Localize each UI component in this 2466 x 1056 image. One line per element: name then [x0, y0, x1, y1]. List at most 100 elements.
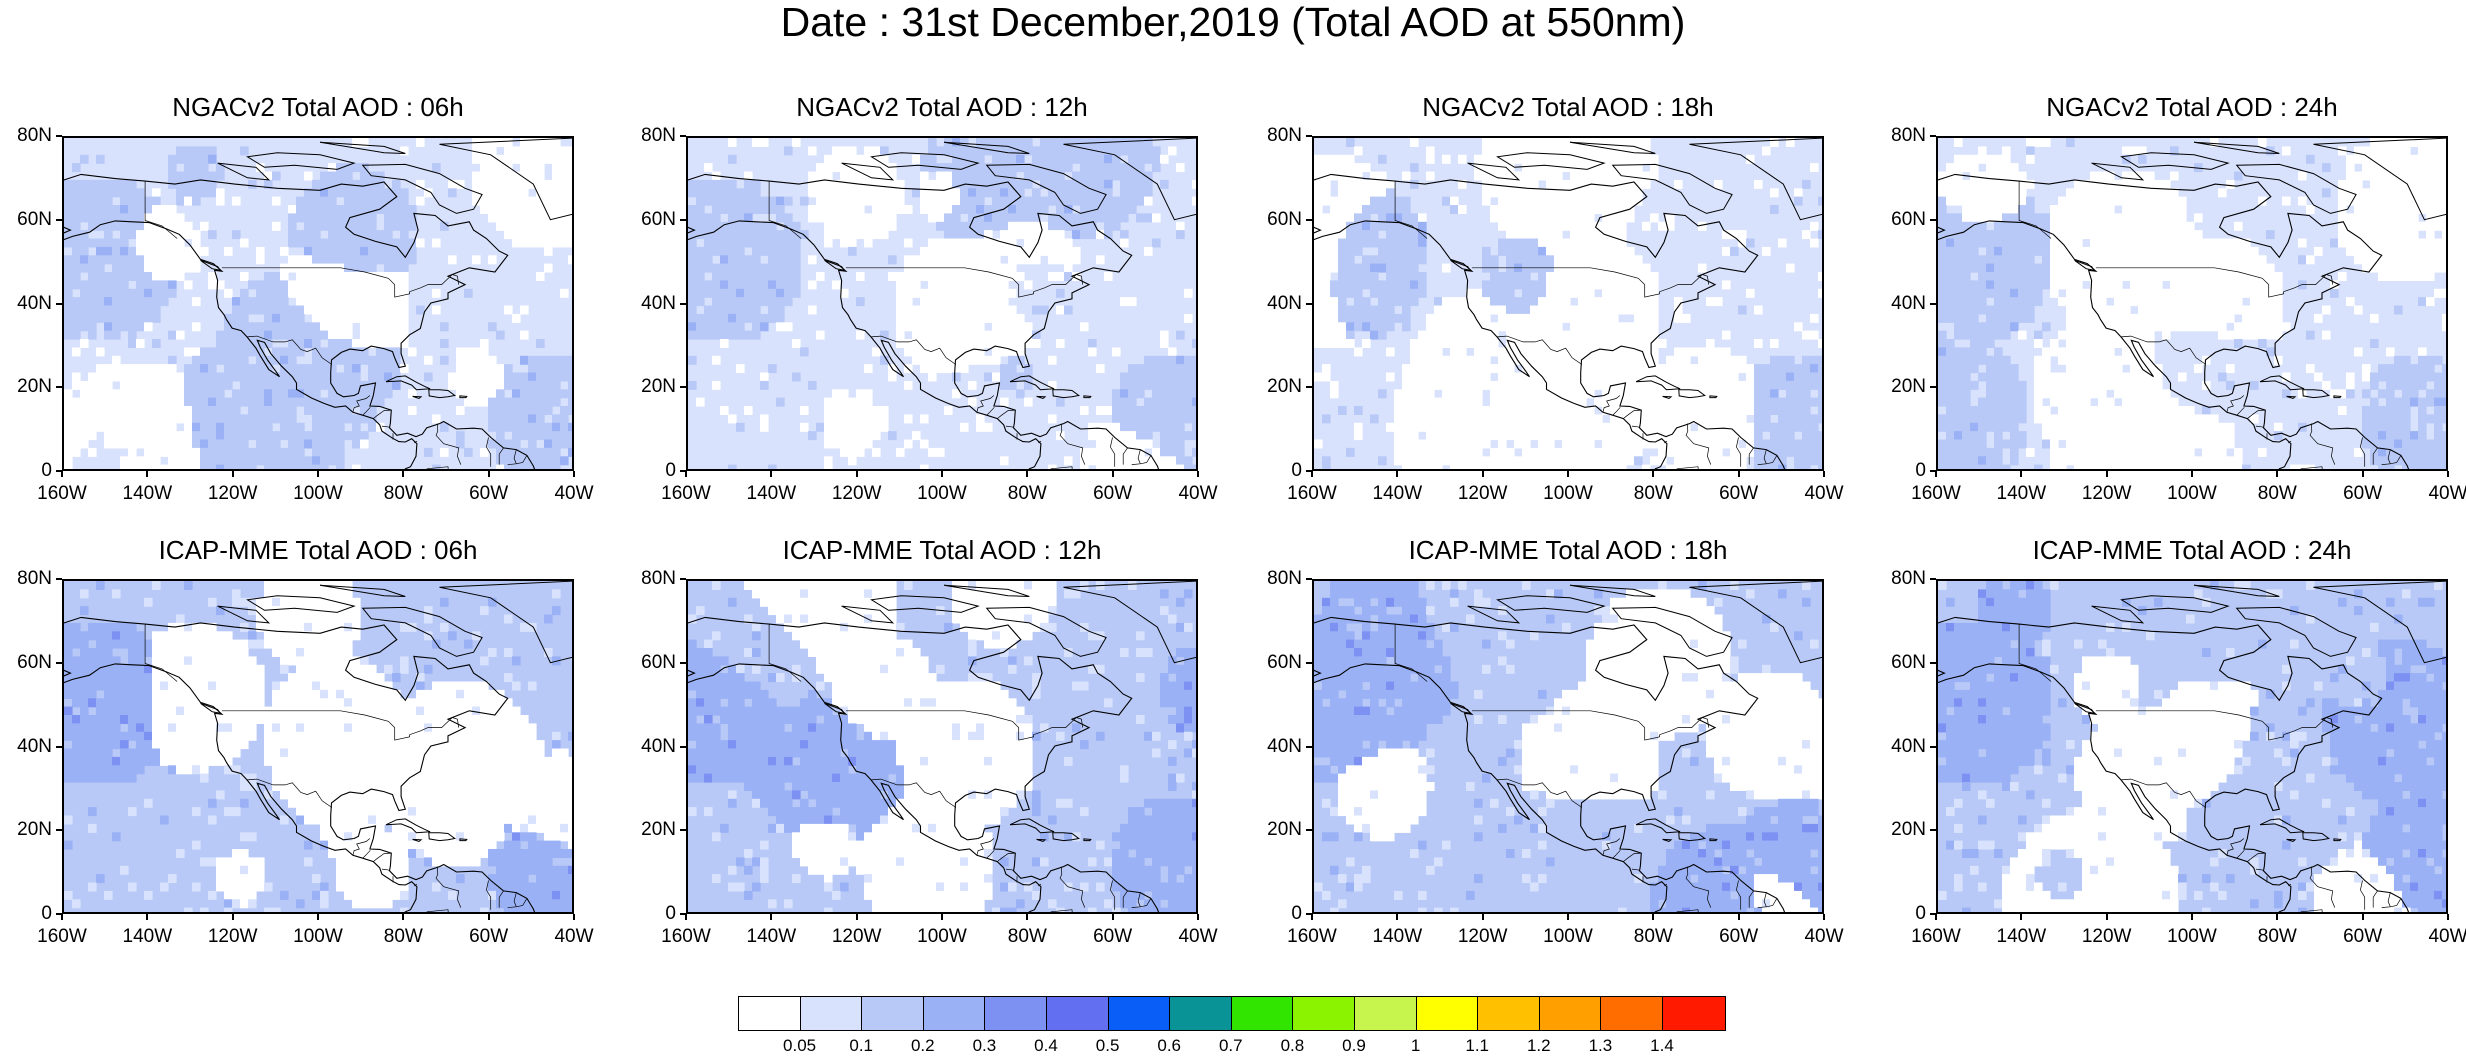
country-border	[1612, 850, 1621, 859]
lon-tick-label: 80W	[1633, 926, 1673, 947]
country-border	[2226, 395, 2245, 413]
lon-tick-mark	[1311, 914, 1313, 920]
lat-tick-mark	[1306, 470, 1312, 472]
island-outline	[985, 606, 1107, 657]
country-border	[435, 866, 462, 908]
lat-tick-label: 20N	[641, 819, 676, 841]
lat-tick-label: 20N	[1891, 376, 1926, 398]
country-border	[373, 409, 392, 419]
lon-tick-label: 100W	[917, 926, 967, 947]
lat-tick-mark	[680, 829, 686, 832]
lon-tick-mark	[2361, 914, 2364, 920]
country-border	[1623, 852, 1642, 862]
lon-tick-label: 100W	[2167, 483, 2217, 504]
lon-tick-label: 140W	[1372, 926, 1423, 947]
lat-tick-label: 20N	[1267, 819, 1302, 841]
lat-tick-mark	[56, 135, 62, 137]
colorbar-label: 0.8	[1280, 1036, 1305, 1055]
lon-tick-label: 80W	[1007, 483, 1047, 504]
island-outline	[1467, 162, 1521, 181]
lat-tick-label: 20N	[1267, 376, 1302, 398]
lat-tick-mark	[1930, 218, 1936, 221]
lon-tick-label: 160W	[1911, 926, 1961, 947]
lat-tick-label: 80N	[1891, 568, 1926, 589]
lon-tick-mark	[2191, 471, 2193, 477]
lat-tick-label: 0	[1915, 903, 1926, 924]
country-border	[1038, 883, 1042, 887]
country-border	[498, 890, 504, 908]
lat-tick-mark	[1306, 745, 1312, 748]
country-border	[997, 409, 1016, 419]
country-border	[2387, 892, 2391, 907]
aod-field	[688, 138, 1196, 469]
lon-tick-label: 40W	[1178, 926, 1218, 947]
lon-tick-label: 40W	[2428, 926, 2466, 947]
country-border	[2236, 407, 2245, 416]
island-outline	[841, 605, 895, 624]
lon-tick-mark	[231, 914, 234, 920]
colorbar-label: 0.6	[1157, 1036, 1181, 1055]
aod-colorbar	[738, 996, 1726, 1031]
country-border	[2247, 409, 2266, 419]
lon-tick-mark	[1111, 471, 1114, 477]
country-border	[1110, 437, 1116, 467]
coastline	[1314, 173, 1786, 469]
country-border	[1005, 425, 1014, 429]
lon-tick-label: 60W	[2343, 483, 2383, 504]
colorbar-label: 0.05	[783, 1036, 817, 1055]
colorbar-swatch	[800, 997, 863, 1030]
island-outline	[2193, 584, 2280, 597]
lon-tick-label: 40W	[2428, 483, 2466, 504]
island-outline	[385, 818, 431, 834]
lon-tick-mark	[2447, 471, 2449, 477]
country-border	[1685, 423, 1712, 465]
lon-tick-mark	[2447, 914, 2449, 920]
panel-title: ICAP-MME Total AOD : 18h	[1408, 535, 1728, 565]
lat-tick-label: 60N	[1267, 651, 1302, 673]
lon-tick-label: 140W	[1996, 926, 2047, 947]
panel-title: ICAP-MME Total AOD : 12h	[782, 535, 1102, 565]
colorbar-label: 0.2	[910, 1036, 935, 1055]
figure-title: Date : 31st December,2019 (Total AOD at …	[780, 0, 1686, 45]
island-outline	[1450, 702, 1472, 715]
country-border	[2288, 440, 2292, 444]
island-outline	[385, 375, 431, 391]
lon-tick-label: 60W	[469, 926, 509, 947]
country-border	[414, 883, 418, 887]
lon-tick-mark	[317, 471, 319, 477]
lon-tick-mark	[1026, 914, 1029, 920]
lon-tick-label: 140W	[122, 926, 173, 947]
lon-tick-mark	[2276, 914, 2279, 920]
lon-tick-label: 140W	[746, 483, 797, 504]
country-border	[221, 710, 460, 741]
lon-tick-mark	[1823, 471, 1825, 477]
coastline	[1938, 616, 2410, 912]
country-border	[1631, 425, 1640, 429]
lat-tick-mark	[56, 386, 62, 389]
country-border	[2018, 181, 2052, 239]
aod-field	[688, 581, 1196, 912]
country-border	[1005, 868, 1014, 872]
island-outline	[1036, 838, 1047, 843]
country-border	[1763, 892, 1767, 907]
country-border	[1122, 447, 1128, 465]
lat-tick-label: 20N	[17, 376, 52, 398]
panel-title: ICAP-MME Total AOD : 24h	[2032, 535, 2352, 565]
lat-tick-mark	[1930, 829, 1936, 832]
lat-tick-label: 80N	[1267, 125, 1302, 146]
country-border	[2236, 850, 2245, 859]
island-outline	[1467, 605, 1521, 624]
country-border	[1748, 890, 1754, 908]
island-outline	[2193, 141, 2280, 154]
island-outline	[459, 838, 468, 842]
country-border	[2095, 267, 2334, 298]
island-outline	[943, 584, 1030, 597]
lon-tick-label: 120W	[1457, 483, 1508, 504]
country-border	[1623, 409, 1642, 419]
coastline	[1938, 173, 2410, 469]
country-border	[1110, 880, 1116, 910]
lat-tick-mark	[680, 470, 686, 472]
country-border	[1757, 455, 1778, 465]
aod-field	[1938, 138, 2446, 469]
country-border	[373, 852, 392, 862]
